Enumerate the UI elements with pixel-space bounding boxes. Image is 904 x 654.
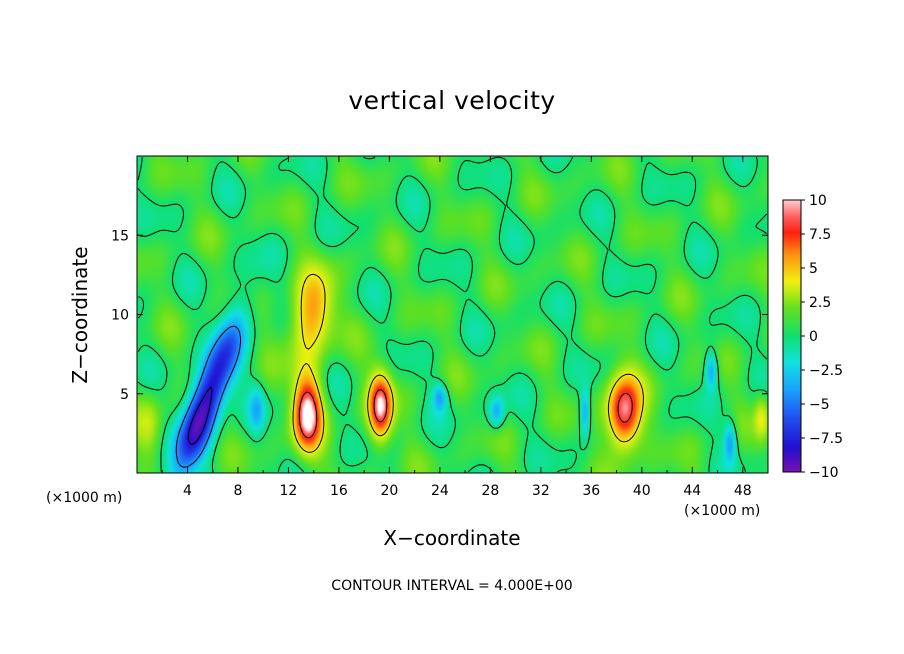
x-tick-label: 32 — [532, 483, 550, 499]
x-tick-label: 4 — [183, 483, 192, 499]
contour-line — [137, 156, 768, 473]
x-tick-label: 24 — [431, 483, 449, 499]
colorbar-tick-label: 0 — [809, 329, 818, 345]
y-tick-label: 5 — [120, 387, 129, 403]
x-tick-label: 16 — [330, 483, 348, 499]
colorbar-tick-label: −10 — [809, 465, 839, 481]
y-tick-label: 15 — [111, 228, 129, 244]
contour-line — [298, 389, 633, 439]
colorbar-tick-label: −5 — [809, 397, 830, 413]
x-tick-label: 20 — [380, 483, 398, 499]
x-tick-label: 28 — [481, 483, 499, 499]
x-tick-label: 36 — [582, 483, 600, 499]
x-unit-label-right: (×1000 m) — [684, 503, 761, 519]
x-tick-label: 12 — [280, 483, 298, 499]
colorbar — [782, 199, 802, 473]
contour-line — [292, 273, 644, 453]
x-tick-label: 48 — [734, 483, 752, 499]
y-axis-title: Z−coordinate — [68, 246, 92, 384]
colorbar-tick-label: 2.5 — [809, 295, 831, 311]
y-axis-ticks: 5 10 15 — [111, 228, 768, 403]
colorbar-tick-label: 5 — [809, 261, 818, 277]
velocity-field — [137, 156, 768, 473]
colorbar-tick-label: −2.5 — [809, 363, 843, 379]
zero-contours — [137, 156, 768, 473]
x-tick-label: 8 — [233, 483, 242, 499]
x-axis-ticks: 4 8 12 16 20 24 28 32 36 40 44 48 — [161, 156, 752, 499]
colorbar-tick-label: −7.5 — [809, 431, 843, 447]
contour-interval-note: CONTOUR INTERVAL = 4.000E+00 — [331, 578, 573, 594]
chart-title: vertical velocity — [348, 86, 556, 115]
contour-line — [175, 325, 241, 468]
x-tick-label: 40 — [633, 483, 651, 499]
x-tick-label: 44 — [683, 483, 701, 499]
contour-line — [187, 386, 213, 445]
colorbar-ticks: 10 7.5 5 2.5 0 −2.5 −5 −7.5 −10 — [801, 193, 843, 481]
colorbar-tick-label: 10 — [809, 193, 827, 209]
x-axis-title: X−coordinate — [383, 526, 521, 550]
colorbar-tick-label: 7.5 — [809, 227, 831, 243]
y-tick-label: 10 — [111, 308, 129, 324]
x-unit-label-left: (×1000 m) — [46, 490, 123, 506]
